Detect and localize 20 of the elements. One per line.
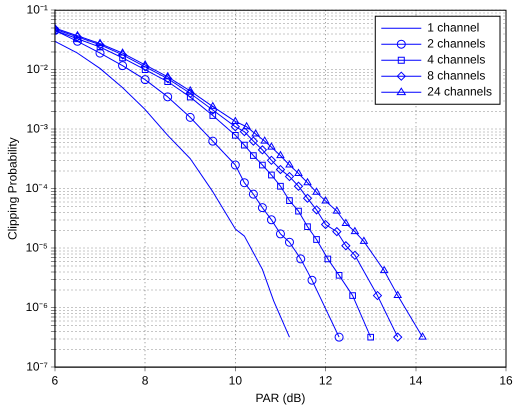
x-tick-label: 10	[228, 374, 242, 388]
legend-label: 8 channels	[427, 68, 486, 83]
y-tick-label: 10⁻³	[26, 122, 48, 136]
x-tick-label: 14	[409, 374, 423, 388]
y-tick-label: 10⁻¹	[26, 2, 48, 17]
y-tick-label: 10⁻⁵	[26, 240, 48, 255]
legend-label: 1 channel	[427, 20, 480, 35]
x-tick-label: 6	[52, 374, 59, 388]
x-tick-label: 12	[318, 374, 333, 388]
x-tick-label: 16	[499, 374, 513, 388]
legend-label: 2 channels	[427, 36, 486, 51]
y-tick-label: 10⁻⁶	[26, 300, 48, 314]
y-tick-label: 10⁻²	[26, 62, 48, 76]
y-axis-title: Clipping Probability	[6, 137, 20, 240]
legend-label: 24 channels	[427, 84, 492, 99]
legend-label: 4 channels	[427, 52, 486, 67]
x-axis-title: PAR (dB)	[256, 391, 306, 406]
x-tick-label: 8	[142, 374, 149, 388]
y-tick-label: 10⁻⁷	[26, 360, 48, 374]
y-tick-label: 10⁻⁴	[25, 181, 48, 196]
